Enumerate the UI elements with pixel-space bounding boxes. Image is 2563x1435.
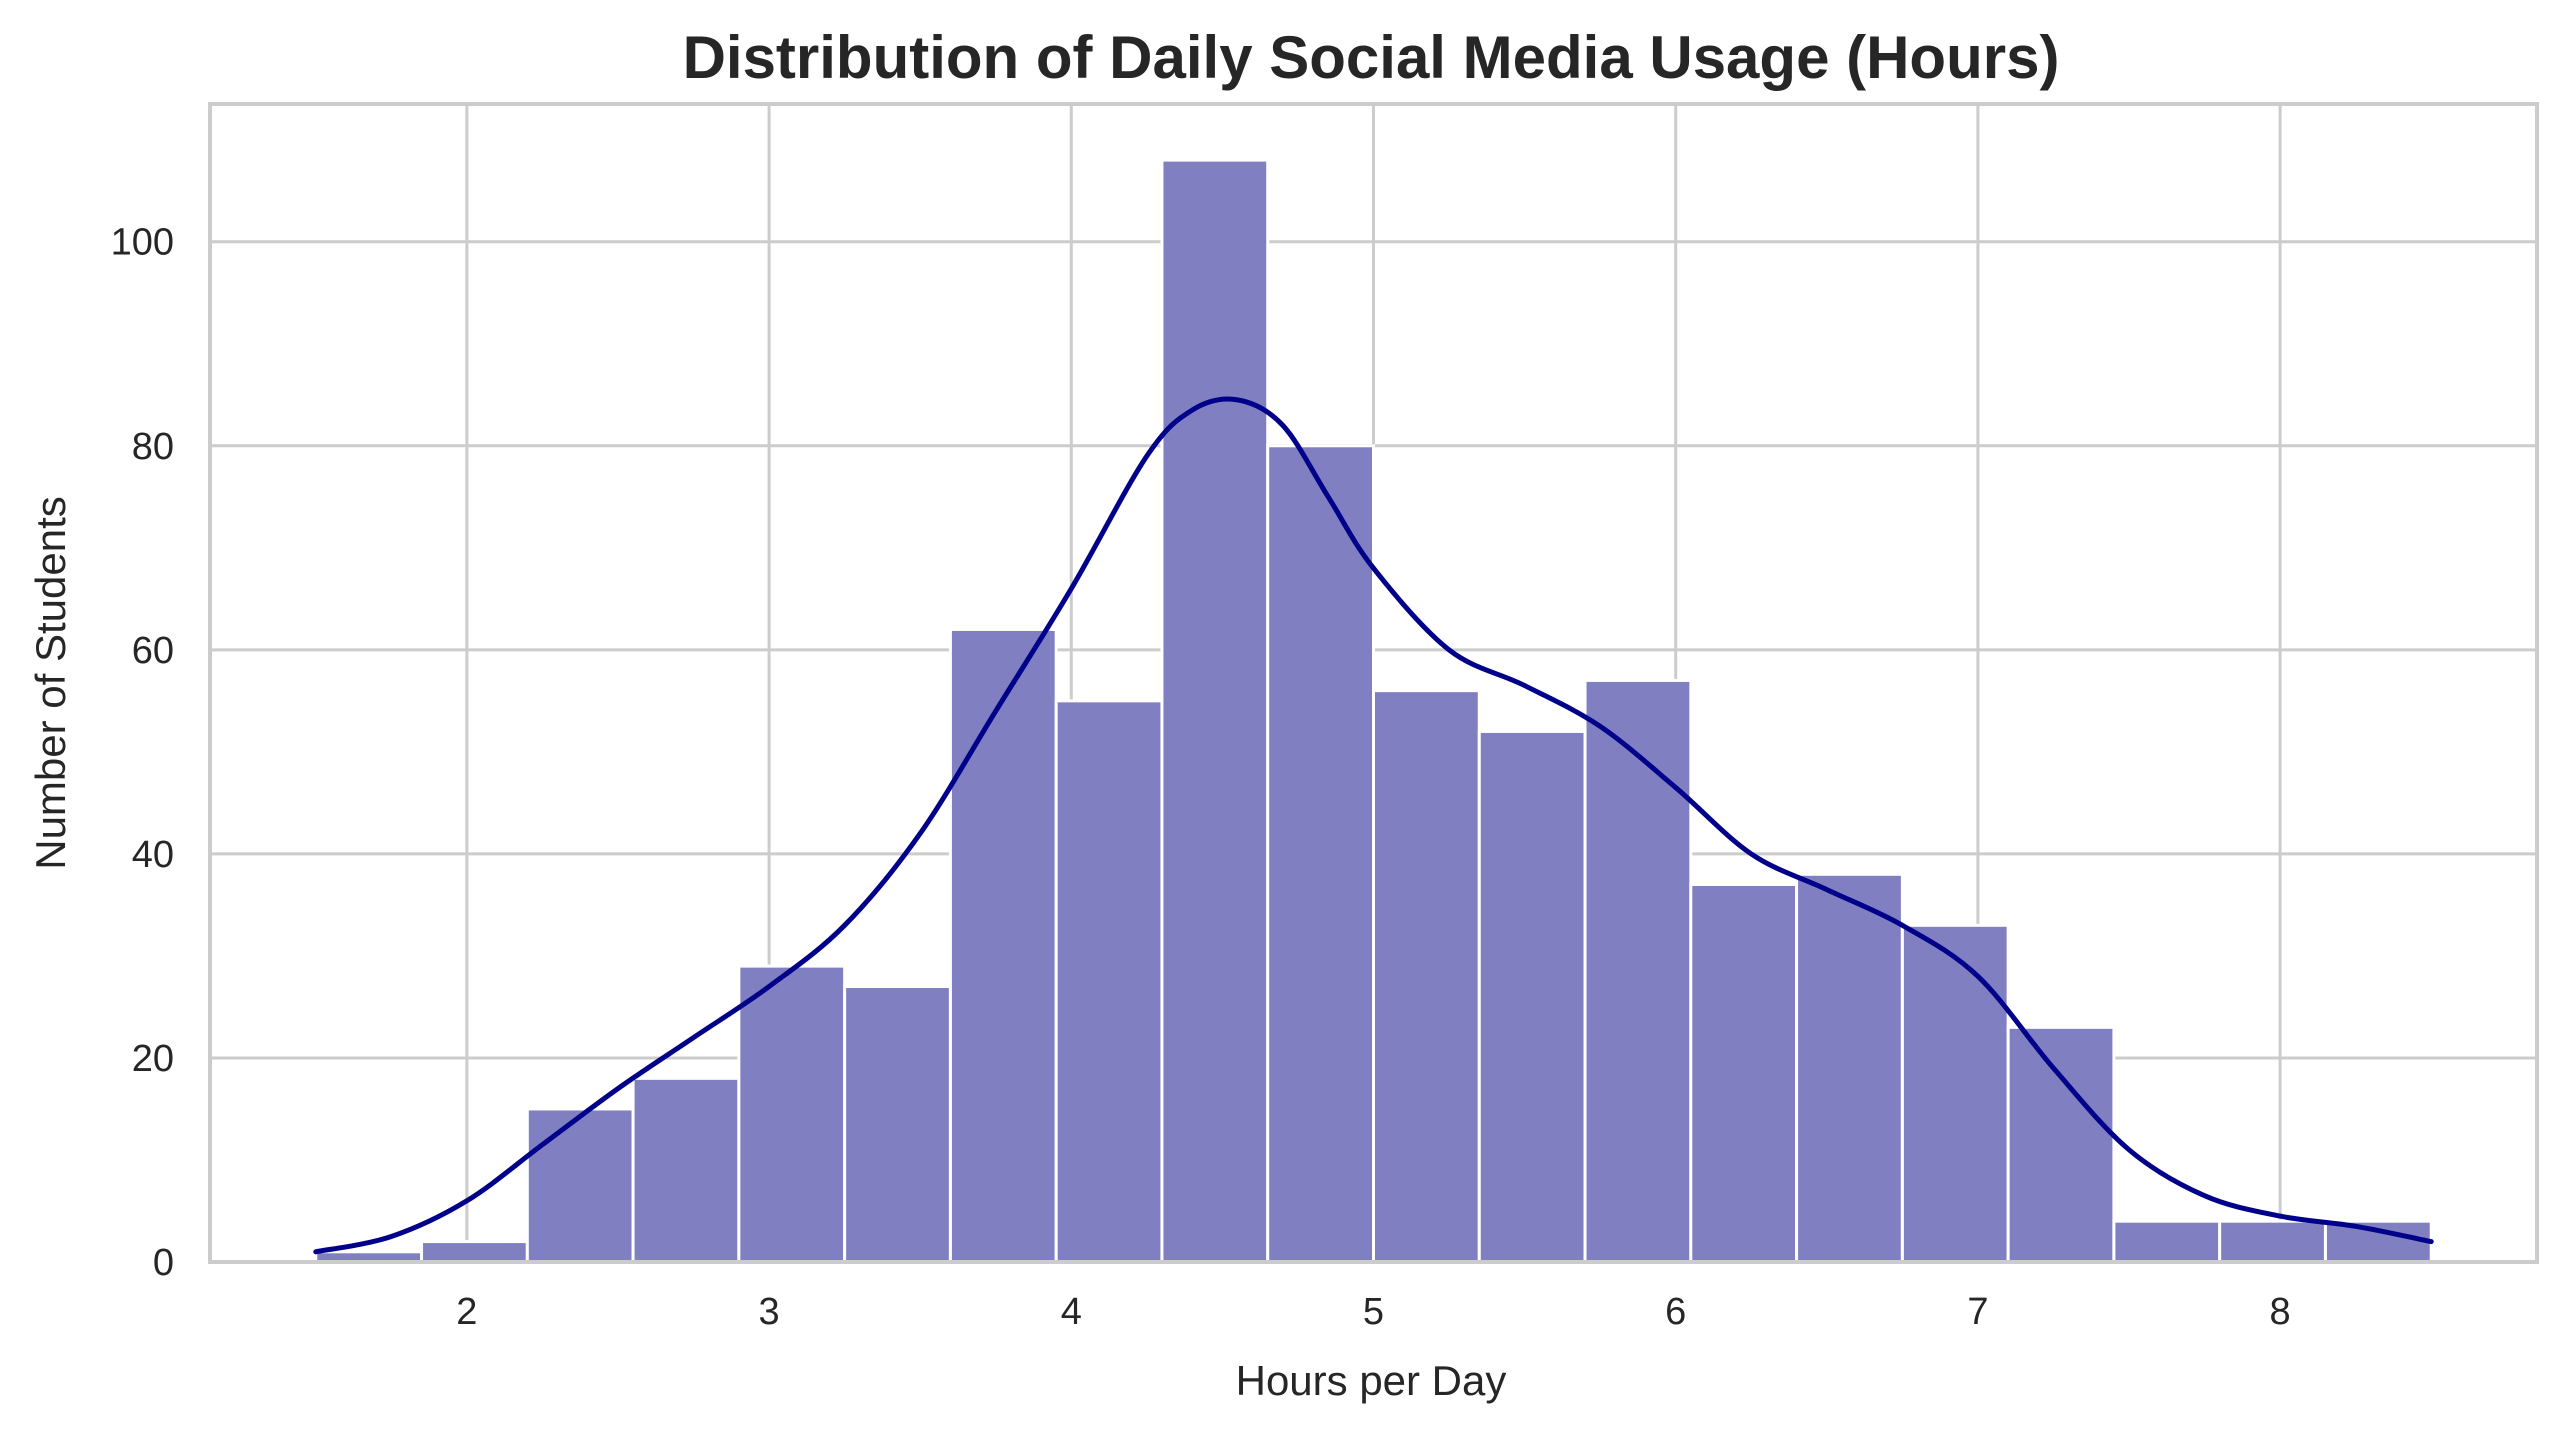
x-tick-label: 3 bbox=[759, 1291, 780, 1333]
histogram-bar bbox=[2006, 1025, 2116, 1264]
histogram-bar bbox=[1583, 678, 1693, 1264]
x-tick-label: 6 bbox=[1665, 1291, 1686, 1333]
histogram-bar bbox=[948, 627, 1058, 1264]
x-tick-label: 2 bbox=[456, 1291, 477, 1333]
x-tick-label: 5 bbox=[1363, 1291, 1384, 1333]
y-tick-label: 80 bbox=[132, 426, 174, 468]
histogram-bar bbox=[2323, 1219, 2433, 1264]
y-tick-label: 100 bbox=[111, 222, 174, 264]
y-tick-label: 60 bbox=[132, 630, 174, 672]
histogram-bar bbox=[420, 1240, 529, 1264]
plot-frame bbox=[208, 102, 2539, 1264]
y-tick-label: 0 bbox=[153, 1242, 174, 1284]
histogram-bar bbox=[1054, 699, 1164, 1264]
bars-layer bbox=[314, 158, 2433, 1264]
histogram-bar bbox=[1689, 883, 1799, 1264]
x-tick-label: 8 bbox=[2270, 1291, 2291, 1333]
x-axis-label: Hours per Day bbox=[1236, 1357, 1507, 1404]
histogram-bar bbox=[525, 1107, 635, 1264]
histogram-bar bbox=[1372, 689, 1481, 1264]
histogram-bar bbox=[1900, 923, 2010, 1264]
histogram-bar bbox=[2112, 1219, 2222, 1264]
histogram-bar bbox=[1160, 158, 1270, 1264]
histogram-bar bbox=[737, 964, 847, 1264]
chart-title: Distribution of Daily Social Media Usage… bbox=[683, 24, 2060, 91]
histogram-bar bbox=[1266, 444, 1376, 1264]
histogram-bar bbox=[1795, 872, 1904, 1264]
histogram-bar bbox=[843, 985, 952, 1264]
kde-curve bbox=[313, 396, 2434, 1255]
histogram-bar bbox=[631, 1076, 741, 1264]
histogram-bar bbox=[2218, 1219, 2327, 1264]
y-tick-label: 20 bbox=[132, 1038, 174, 1080]
y-tick-label: 40 bbox=[132, 834, 174, 876]
x-tick-label: 7 bbox=[1967, 1291, 1988, 1333]
histogram-bar bbox=[1477, 729, 1587, 1264]
y-axis-label: Number of Students bbox=[27, 496, 74, 870]
x-tick-label: 4 bbox=[1061, 1291, 1082, 1333]
